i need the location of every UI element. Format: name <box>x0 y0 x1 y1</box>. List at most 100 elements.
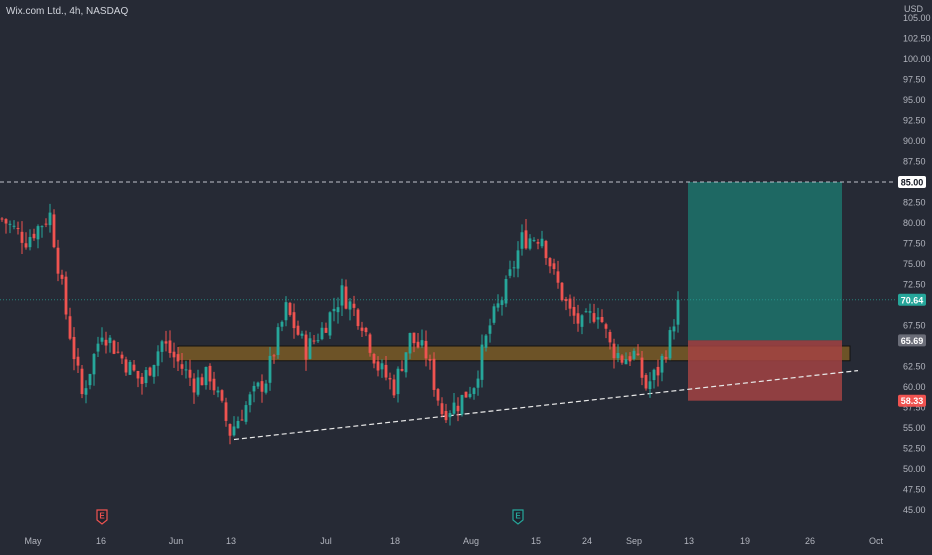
candle-body <box>320 327 324 340</box>
price-label-last: 70.64 <box>898 293 926 306</box>
candle <box>672 319 676 340</box>
candle-body <box>156 351 160 366</box>
candle-body <box>408 333 412 354</box>
candle <box>0 217 4 222</box>
x-tick-label: Oct <box>869 536 884 546</box>
candle-body <box>72 336 76 360</box>
y-tick-label: 87.50 <box>903 157 926 167</box>
candle <box>640 350 644 386</box>
candle-body <box>268 355 272 383</box>
candle-body <box>520 232 524 249</box>
candle <box>12 220 16 230</box>
y-tick-label: 67.50 <box>903 321 926 331</box>
candle <box>384 355 388 381</box>
candle <box>180 353 184 376</box>
candle-body <box>0 218 4 220</box>
candle-body <box>96 343 100 352</box>
candle-body <box>356 309 360 327</box>
candle <box>332 297 336 322</box>
candle-body <box>100 337 104 342</box>
candle <box>516 241 520 278</box>
candle-body <box>460 394 464 415</box>
candle-body <box>616 353 620 359</box>
candle-body <box>360 327 364 331</box>
candle <box>424 330 428 367</box>
candle <box>428 354 432 370</box>
candle <box>632 348 636 361</box>
y-tick-label: 92.50 <box>903 116 926 126</box>
candle-body <box>552 263 556 270</box>
candle <box>52 209 56 249</box>
price-label-bg <box>898 394 926 407</box>
candle-body <box>380 363 384 370</box>
candle-body <box>484 335 488 348</box>
candle <box>648 372 652 398</box>
candle-body <box>196 377 200 395</box>
candle-body <box>436 389 440 401</box>
candle <box>548 257 552 274</box>
candle <box>564 296 568 311</box>
candle-body <box>252 385 256 392</box>
candle <box>216 386 220 398</box>
y-tick-label: 102.50 <box>903 34 931 44</box>
candle <box>196 369 200 397</box>
candle-body <box>604 324 608 329</box>
candle <box>48 203 52 233</box>
candle-body <box>108 337 112 344</box>
candle-body <box>328 312 332 336</box>
candle-body <box>668 330 672 359</box>
y-tick-label: 77.50 <box>903 239 926 249</box>
candle-body <box>36 226 40 240</box>
y-tick-label: 50.00 <box>903 464 926 474</box>
candle-body <box>32 233 36 239</box>
candle <box>256 381 260 389</box>
candle-body <box>120 354 124 359</box>
candle-body <box>480 344 484 380</box>
earnings-marker-shape <box>96 509 108 525</box>
candle-body <box>40 226 44 228</box>
candle <box>552 258 556 275</box>
candle <box>188 359 192 387</box>
x-tick-label: 13 <box>684 536 694 546</box>
earnings-marker-icon: E <box>96 509 108 525</box>
candle-body <box>572 307 576 316</box>
symbol-title: Wix.com Ltd., 4h, NASDAQ <box>6 6 129 17</box>
candle-body <box>60 274 64 279</box>
candle-body <box>636 353 640 356</box>
candle-body <box>52 214 56 248</box>
candle-body <box>20 231 24 243</box>
support-trendline <box>233 370 859 441</box>
candle <box>300 330 304 339</box>
x-tick-label: 18 <box>390 536 400 546</box>
candle-body <box>588 311 592 313</box>
candle-body <box>280 321 284 327</box>
candle-body <box>544 240 548 259</box>
candle <box>64 271 68 320</box>
candle-body <box>212 378 216 391</box>
candle <box>492 303 496 325</box>
candle <box>440 397 444 417</box>
candle-body <box>232 426 236 436</box>
candle-body <box>284 302 288 321</box>
candle <box>240 409 244 421</box>
candle <box>364 326 368 337</box>
candle <box>168 330 172 358</box>
candle <box>412 332 416 353</box>
candle <box>44 218 48 228</box>
candle-body <box>92 354 96 375</box>
candle <box>408 332 412 360</box>
candle <box>668 326 672 361</box>
candle <box>500 296 504 316</box>
candle-body <box>464 391 468 398</box>
candle-body <box>188 369 192 378</box>
x-tick-label: Sep <box>626 536 642 546</box>
candle <box>512 260 516 278</box>
x-tick-label: Jun <box>169 536 184 546</box>
candle <box>24 232 28 250</box>
candle <box>468 386 472 399</box>
candle <box>88 373 92 390</box>
candle <box>444 403 448 423</box>
candle-body <box>28 237 32 248</box>
